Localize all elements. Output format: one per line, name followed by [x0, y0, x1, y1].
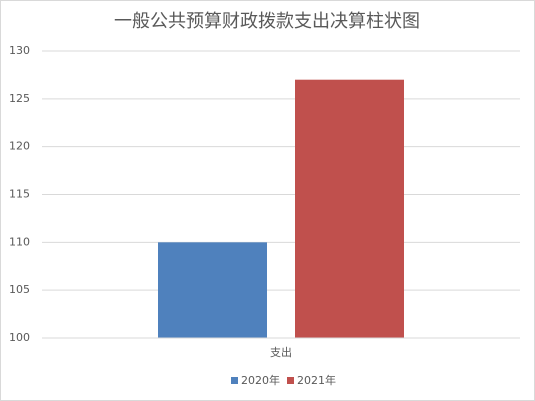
chart-title: 一般公共预算财政拨款支出决算柱状图	[114, 11, 420, 32]
legend-label: 2021年	[297, 373, 336, 387]
y-tick-label: 125	[9, 92, 30, 105]
bar	[158, 242, 267, 338]
y-tick-label: 120	[9, 140, 30, 153]
y-tick-label: 105	[9, 283, 30, 296]
y-tick-label: 115	[9, 188, 30, 201]
legend-label: 2020年	[241, 373, 280, 387]
legend-swatch	[231, 377, 238, 384]
legend-swatch	[287, 377, 294, 384]
y-tick-label: 100	[9, 331, 30, 344]
y-tick-label: 110	[9, 235, 30, 248]
bar	[295, 79, 404, 338]
y-tick-label: 130	[9, 44, 30, 57]
x-tick-label: 支出	[270, 345, 292, 359]
